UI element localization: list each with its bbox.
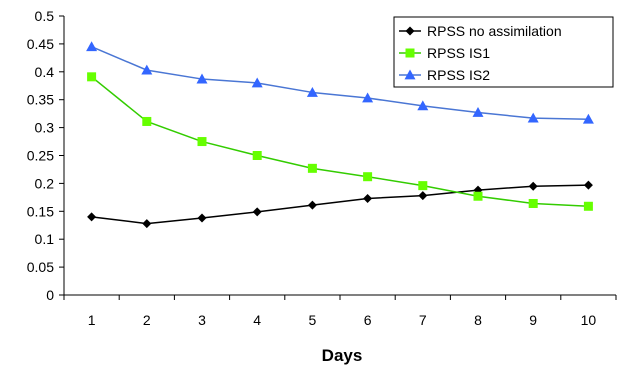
y-tick-label: 0.45: [27, 36, 54, 52]
data-point-triangle: [251, 77, 263, 88]
data-point-square: [252, 151, 262, 160]
data-point-triangle: [141, 64, 153, 75]
x-tick-label: 2: [143, 312, 151, 328]
y-tick-label: 0.5: [35, 8, 55, 24]
series-3: [86, 41, 594, 124]
data-point-square: [473, 191, 483, 201]
data-point-triangle: [306, 86, 318, 97]
data-point-diamond: [142, 219, 152, 229]
data-point-diamond: [583, 180, 593, 190]
data-point-diamond: [87, 212, 97, 222]
x-tick-label: 4: [253, 312, 261, 328]
y-tick-label: 0: [46, 287, 54, 303]
data-point-square: [583, 201, 593, 211]
data-point-square: [307, 163, 317, 173]
x-tick-label: 7: [419, 312, 427, 328]
y-tick-label: 0.3: [35, 120, 55, 136]
x-tick-label: 3: [198, 312, 206, 328]
x-tick-label: 8: [474, 312, 482, 328]
data-point-square: [418, 181, 428, 191]
legend-label: RPSS IS1: [427, 45, 490, 61]
data-point-diamond: [363, 193, 373, 203]
x-axis-label: Days: [322, 346, 363, 365]
y-tick-label: 0.35: [27, 92, 54, 108]
legend-label: RPSS no assimilation: [427, 23, 562, 39]
x-axis-ticks: 1 2 3 4 5 6 7 8 9 10: [63, 295, 617, 328]
data-point-diamond: [405, 26, 415, 36]
data-point-diamond: [528, 181, 538, 191]
x-tick-label: 1: [88, 312, 96, 328]
y-axis-ticks: 0 0.05 0.1 0.15 0.2 0.25 0.3 0.35 0.4 0.45 0.5: [27, 8, 64, 303]
legend: RPSS no assimilation RPSS IS1 RPSS IS2: [393, 16, 614, 88]
legend-box: [393, 16, 614, 88]
data-point-square: [197, 137, 207, 147]
data-point-triangle: [86, 41, 98, 52]
data-point-diamond: [252, 207, 262, 217]
data-point-square: [405, 48, 415, 58]
series-line: [91, 184, 589, 225]
legend-item: RPSS IS2: [399, 67, 490, 83]
series-line: [91, 76, 589, 208]
data-point-square: [363, 172, 373, 182]
data-point-triangle: [362, 92, 374, 103]
y-tick-label: 0.05: [27, 259, 54, 275]
series-layer: [86, 41, 594, 229]
y-tick-label: 0.2: [35, 175, 55, 191]
data-point-triangle: [527, 112, 539, 123]
y-tick-label: 0.1: [35, 231, 55, 247]
x-tick-label: 5: [309, 312, 317, 328]
data-point-diamond: [197, 213, 207, 223]
series-2: [87, 72, 593, 211]
data-point-triangle: [582, 113, 594, 124]
x-tick-label: 9: [529, 312, 537, 328]
data-point-diamond: [307, 200, 317, 210]
data-point-square: [142, 116, 152, 126]
data-point-square: [528, 198, 538, 208]
data-point-triangle: [404, 69, 416, 80]
x-tick-label: 6: [364, 312, 372, 328]
y-tick-label: 0.15: [27, 203, 54, 219]
data-point-triangle: [472, 107, 484, 117]
legend-item: RPSS no assimilation: [399, 23, 562, 39]
series-line: [91, 45, 589, 120]
x-tick-label: 10: [581, 312, 597, 328]
data-point-square: [87, 72, 97, 82]
legend-label: RPSS IS2: [427, 67, 490, 83]
y-tick-label: 0.4: [35, 64, 55, 80]
legend-item: RPSS IS1: [399, 45, 490, 61]
y-tick-label: 0.25: [27, 148, 54, 164]
data-point-triangle: [196, 73, 208, 84]
series-1: [87, 180, 593, 229]
data-point-diamond: [418, 191, 428, 201]
data-point-triangle: [417, 100, 429, 111]
